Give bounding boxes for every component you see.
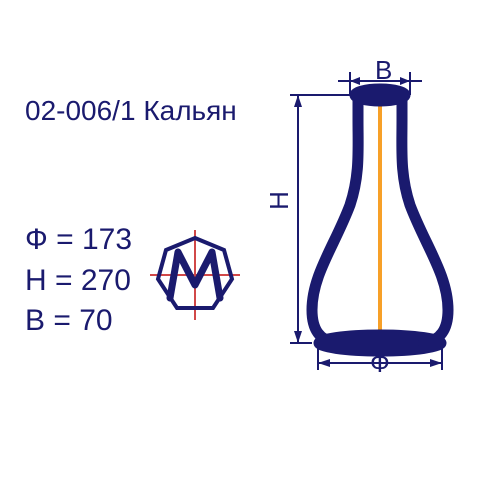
- dim-marker-phi: Ф: [370, 348, 390, 379]
- dim-marker-b: B: [375, 55, 392, 86]
- dim-marker-h: H: [264, 191, 295, 210]
- dim-h: H = 270: [25, 261, 132, 302]
- product-title: 02-006/1 Кальян: [25, 95, 237, 127]
- dim-b: B = 70: [25, 301, 132, 342]
- dimension-list: Ф = 173 H = 270 B = 70: [25, 220, 132, 342]
- vase-diagram: [270, 65, 490, 365]
- manufacturer-logo: [150, 230, 240, 320]
- dim-phi: Ф = 173: [25, 220, 132, 261]
